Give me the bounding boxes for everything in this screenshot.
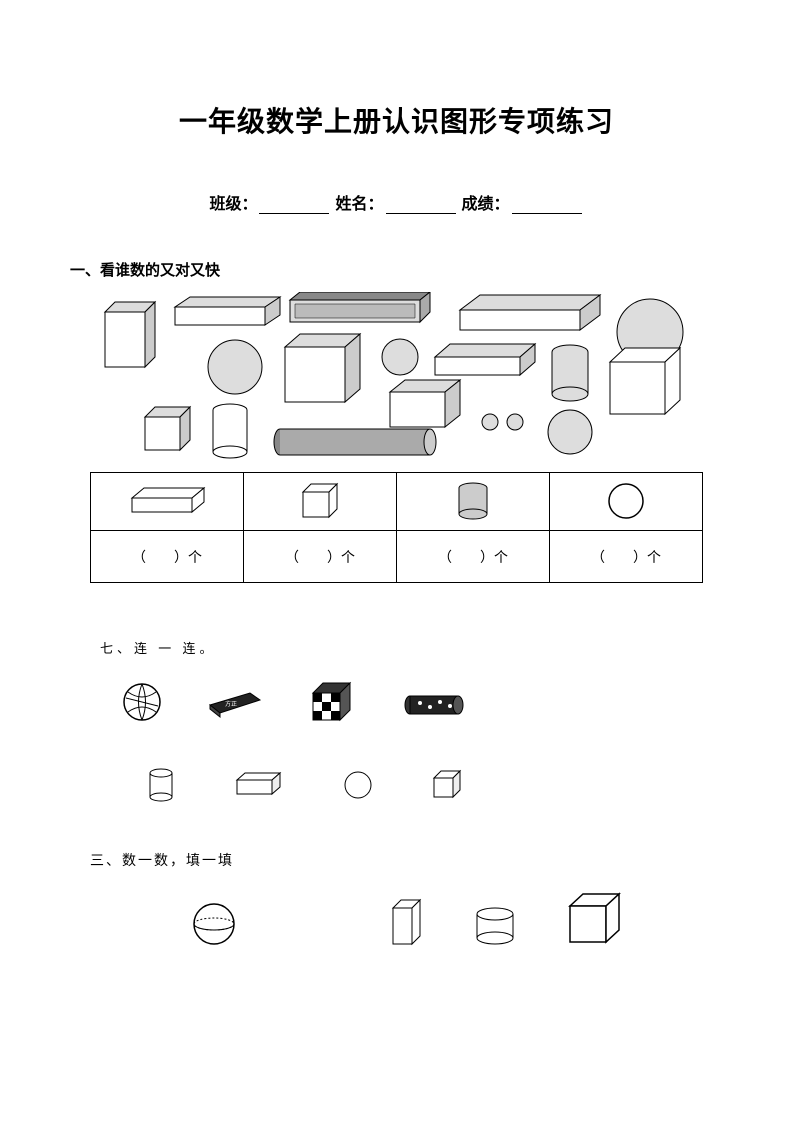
small-sphere-icon xyxy=(342,769,374,801)
big-cube-icon xyxy=(564,890,626,948)
student-info-row: 班级： 姓名： 成绩： xyxy=(90,190,703,214)
sphere-5 xyxy=(507,414,523,430)
name-blank[interactable] xyxy=(386,196,456,214)
count-answer-sphere[interactable]: （ ）个 xyxy=(550,531,703,583)
cube-1 xyxy=(285,334,360,402)
count-answer-cube[interactable]: （ ）个 xyxy=(244,531,397,583)
cuboid-1 xyxy=(105,302,155,367)
count-cell-cuboid-icon xyxy=(91,473,244,531)
shapes-scene xyxy=(90,292,703,472)
count-answer-cuboid[interactable]: （ ）个 xyxy=(91,531,244,583)
cylinder-1 xyxy=(552,345,588,401)
count-cell-cylinder-icon xyxy=(397,473,550,531)
candy-bar-icon: 方正 xyxy=(205,685,265,720)
cylinder-3-icon xyxy=(471,904,519,948)
tall-cuboid-icon xyxy=(388,896,426,948)
score-label: 成绩： xyxy=(462,196,510,213)
cube-3 xyxy=(145,407,190,450)
count-answer-cylinder[interactable]: （ ）个 xyxy=(397,531,550,583)
sphere-6 xyxy=(548,410,592,454)
count-table: （ ）个 （ ）个 （ ）个 （ ）个 xyxy=(90,472,703,583)
sphere-3 xyxy=(382,339,418,375)
match-shapes-row xyxy=(145,765,703,805)
score-blank[interactable] xyxy=(512,196,582,214)
shapes-collection-svg xyxy=(90,292,703,472)
candy-roll-icon xyxy=(400,685,470,720)
sphere-2 xyxy=(208,340,262,394)
name-label: 姓名： xyxy=(335,196,383,213)
section-3-shapes-row xyxy=(190,890,703,948)
svg-text:方正: 方正 xyxy=(225,700,237,708)
volleyball-icon xyxy=(120,680,165,725)
section-1-heading: 一、看谁数的又对又快 xyxy=(70,259,703,280)
cylinder-2 xyxy=(213,404,247,458)
cuboid-6 xyxy=(390,380,460,427)
cuboid-5 xyxy=(435,344,535,375)
page-title: 一年级数学上册认识图形专项练习 xyxy=(90,100,703,140)
section-2-heading: 七、连 一 连。 xyxy=(100,638,703,657)
class-blank[interactable] xyxy=(259,196,329,214)
sphere-3d-icon xyxy=(190,900,238,948)
class-label: 班级： xyxy=(209,196,257,213)
match-objects-row: 方正 xyxy=(120,675,703,730)
count-cell-cube-icon xyxy=(244,473,397,531)
small-cube-icon xyxy=(429,766,467,804)
count-cell-sphere-icon xyxy=(550,473,703,531)
section-3-heading: 三、数一数，填一填 xyxy=(90,850,703,870)
small-cuboid-icon xyxy=(232,770,287,800)
cuboid-3-beveled xyxy=(290,292,430,322)
cube-2 xyxy=(610,348,680,414)
checkered-cube-icon xyxy=(305,675,360,730)
small-cylinder-icon xyxy=(145,765,177,805)
cuboid-4 xyxy=(460,295,600,330)
cylinder-horizontal xyxy=(274,429,436,455)
cuboid-2 xyxy=(175,297,280,325)
sphere-4 xyxy=(482,414,498,430)
